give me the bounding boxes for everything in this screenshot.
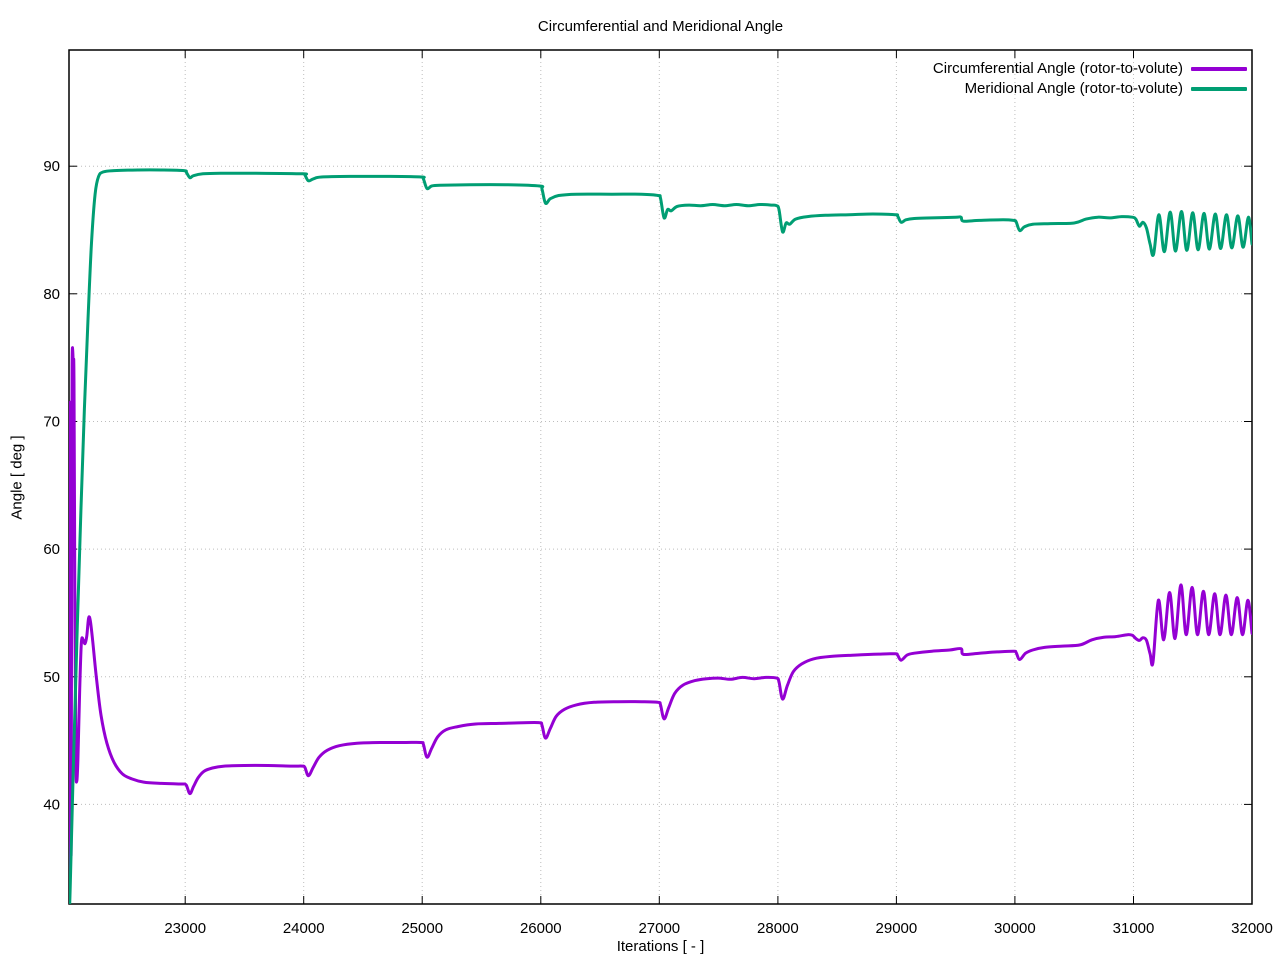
legend-line-sample-meridional [1191,86,1247,91]
x-tick-label: 25000 [401,920,443,937]
y-tick-label: 50 [43,669,60,686]
legend-line-sample-circumferential [1191,66,1247,71]
x-tick-label: 29000 [876,920,918,937]
x-tick-label: 26000 [520,920,562,937]
x-tick-label: 24000 [283,920,325,937]
x-tick-label: 30000 [994,920,1036,937]
series-circumferential-angle [69,346,1252,904]
legend-item-meridional: Meridional Angle (rotor-to-volute) [965,79,1247,98]
x-tick-label: 27000 [638,920,680,937]
x-tick-label: 31000 [1113,920,1155,937]
y-tick-label: 40 [43,796,60,813]
y-tick-label: 60 [43,541,60,558]
y-tick-label: 90 [43,158,60,175]
series-meridional-angle [69,168,1252,904]
legend-label-circumferential: Circumferential Angle (rotor-to-volute) [932,60,1183,77]
y-tick-label: 70 [43,414,60,431]
y-axis-label: Angle [ deg ] [8,435,26,520]
legend-label-meridional: Meridional Angle (rotor-to-volute) [964,80,1183,97]
plot-border [68,49,1253,905]
legend: Circumferential Angle (rotor-to-volute) … [933,59,1247,98]
x-tick-label: 28000 [757,920,799,937]
legend-item-circumferential: Circumferential Angle (rotor-to-volute) [933,59,1247,78]
chart-title: Circumferential and Meridional Angle [537,18,784,35]
x-tick-label: 23000 [164,920,206,937]
x-tick-label: 32000 [1231,920,1273,937]
y-tick-label: 80 [43,286,60,303]
x-axis-label: Iterations [ - ] [616,938,705,955]
